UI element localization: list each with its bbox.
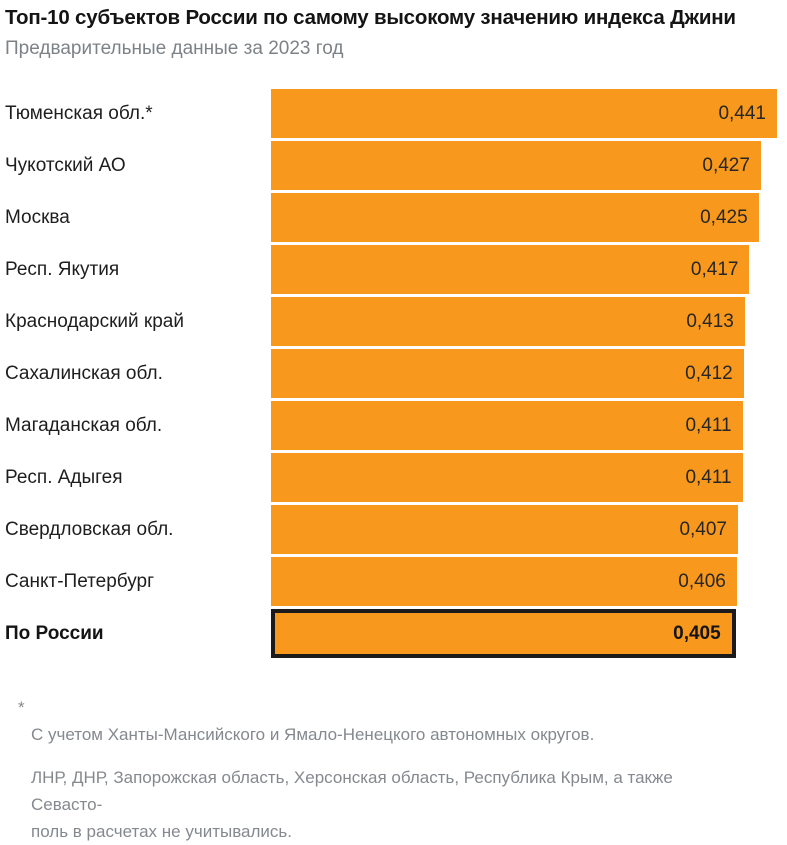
bar-track: 0,441 xyxy=(271,89,777,139)
footnote-excluded-regions: ЛНР, ДНР, Запорожская область, Херсонска… xyxy=(31,768,673,842)
bar: 0,411 xyxy=(271,453,743,503)
bar-label: Краснодарский край xyxy=(5,311,184,332)
bar-label: Свердловская обл. xyxy=(5,519,174,540)
bar-row: Москва 0,425 xyxy=(5,193,782,243)
bar-track: 0,411 xyxy=(271,401,777,451)
bar-value: 0,417 xyxy=(690,258,739,280)
bar-label: Респ. Якутия xyxy=(5,259,120,280)
bar-track: 0,412 xyxy=(271,349,777,399)
bar-track: 0,411 xyxy=(271,453,777,503)
bar-value: 0,412 xyxy=(685,362,733,384)
footnote-asterisk: * С учетом Ханты-Мансийского и Ямало-Нене… xyxy=(5,694,745,748)
bar-value: 0,413 xyxy=(686,310,734,332)
bar-label: По России xyxy=(5,623,104,644)
bar: 0,441 xyxy=(271,89,777,139)
bar-row: Сахалинская обл. 0,412 xyxy=(5,349,782,399)
bar-value: 0,406 xyxy=(678,570,726,592)
page-subtitle: Предварительные данные за 2023 год xyxy=(5,37,344,59)
bar: 0,407 xyxy=(271,505,738,555)
footnote-marker: * xyxy=(18,698,25,718)
bar-label: Москва xyxy=(5,207,70,228)
bar: 0,405 xyxy=(271,609,736,659)
bar-track: 0,417 xyxy=(271,245,777,295)
bar: 0,406 xyxy=(271,557,737,607)
page-title: Топ-10 субъектов России по самому высоко… xyxy=(5,6,736,29)
bar-label: Тюменская обл.* xyxy=(5,103,153,124)
bar-value: 0,411 xyxy=(685,414,732,436)
bar: 0,417 xyxy=(271,245,750,295)
bar: 0,411 xyxy=(271,401,743,451)
bar-track: 0,405 xyxy=(271,609,777,659)
bar-label: Санкт-Петербург xyxy=(5,571,155,592)
bar-label: Магаданская обл. xyxy=(5,415,163,436)
bar-value: 0,441 xyxy=(718,102,766,124)
bar-label: Сахалинская обл. xyxy=(5,363,163,384)
bar-label: Респ. Адыгея xyxy=(5,467,123,488)
bar-track: 0,413 xyxy=(271,297,777,347)
footnote-text: С учетом Ханты-Мансийского и Ямало-Ненец… xyxy=(31,725,595,745)
bar-value: 0,405 xyxy=(673,622,721,644)
bar: 0,427 xyxy=(271,141,761,191)
bar-row: Магаданская обл. 0,411 xyxy=(5,401,782,451)
bar-row-total: По России 0,405 xyxy=(5,609,782,659)
bar: 0,412 xyxy=(271,349,744,399)
bar-value: 0,407 xyxy=(679,518,727,540)
bar-track: 0,427 xyxy=(271,141,777,191)
bar-row: Санкт-Петербург 0,406 xyxy=(5,557,782,607)
bar-row: Респ. Якутия 0,417 xyxy=(5,245,782,295)
bar-row: Респ. Адыгея 0,411 xyxy=(5,453,782,503)
bar-chart: Тюменская обл.* 0,441 Чукотский АО 0,427 Мос… xyxy=(5,89,782,659)
bar-row: Свердловская обл. 0,407 xyxy=(5,505,782,555)
bar: 0,425 xyxy=(271,193,759,243)
bar-track: 0,425 xyxy=(271,193,777,243)
bar-label: Чукотский АО xyxy=(5,155,126,176)
bar-value: 0,425 xyxy=(700,206,748,228)
bar-value: 0,411 xyxy=(685,466,732,488)
bar-row: Краснодарский край 0,413 xyxy=(5,297,782,347)
bar: 0,413 xyxy=(271,297,745,347)
footnotes: * С учетом Ханты-Мансийского и Ямало-Нене… xyxy=(5,694,782,845)
bar-row: Чукотский АО 0,427 xyxy=(5,141,782,191)
bar-row: Тюменская обл.* 0,441 xyxy=(5,89,782,139)
bar-track: 0,406 xyxy=(271,557,777,607)
bar-value: 0,427 xyxy=(702,154,750,176)
bar-track: 0,407 xyxy=(271,505,777,555)
